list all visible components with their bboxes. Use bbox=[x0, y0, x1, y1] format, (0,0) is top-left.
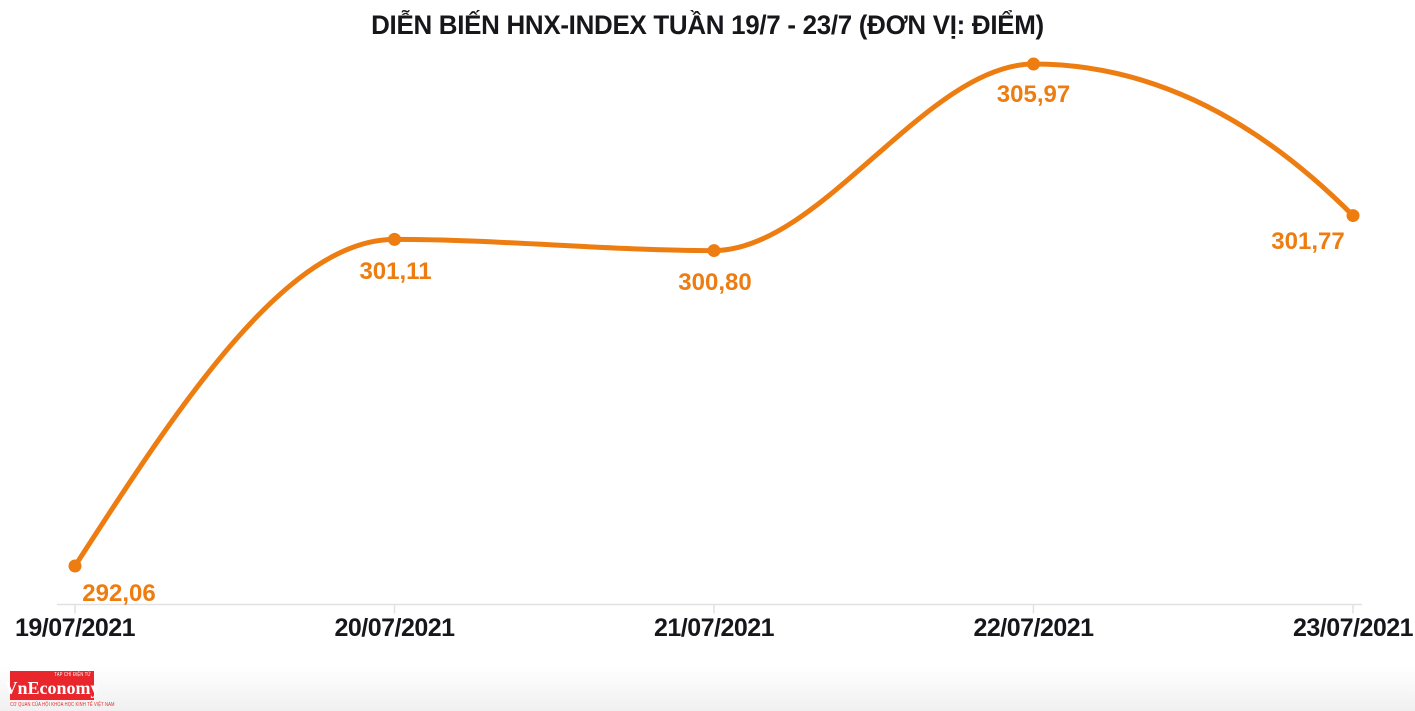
point-value-label: 305,97 bbox=[996, 81, 1071, 108]
data-point-marker-4 bbox=[1346, 209, 1360, 223]
point-value-label: 301,11 bbox=[359, 258, 432, 286]
x-axis-label: 22/07/2021 bbox=[973, 614, 1094, 642]
x-axis-label: 19/07/2021 bbox=[14, 614, 136, 642]
data-point-marker-0 bbox=[68, 559, 82, 573]
chart-title: DIỄN BIẾN HNX-INDEX TUẦN 19/7 - 23/7 (ĐƠ… bbox=[371, 10, 1044, 40]
point-value-label: 301,77 bbox=[1271, 227, 1345, 255]
vneconomy-logo-tagline: CƠ QUAN CỦA HỘI KHOA HỌC KINH TẾ VIỆT NA… bbox=[10, 702, 115, 708]
x-axis-label: 21/07/2021 bbox=[653, 614, 775, 642]
data-point-marker-3 bbox=[1027, 57, 1040, 71]
vneconomy-logo: TẠP CHÍ ĐIỆN TỬ VnEconomy CƠ QUAN CỦA HỘ… bbox=[5, 671, 138, 708]
x-axis-label: 23/07/2021 bbox=[1292, 614, 1414, 642]
data-point-marker-1 bbox=[388, 232, 401, 246]
x-axis-label: 20/07/2021 bbox=[334, 614, 455, 642]
vneconomy-logo-top-text: TẠP CHÍ ĐIỆN TỬ bbox=[54, 672, 91, 678]
point-value-label: 300,80 bbox=[678, 268, 752, 296]
point-value-label: 292,06 bbox=[82, 580, 156, 607]
data-point-marker-2 bbox=[707, 244, 721, 258]
series-line bbox=[72, 61, 1356, 569]
vneconomy-logo-box: TẠP CHÍ ĐIỆN TỬ VnEconomy bbox=[5, 671, 100, 700]
vneconomy-logo-wordmark: VnEconomy bbox=[4, 678, 100, 698]
